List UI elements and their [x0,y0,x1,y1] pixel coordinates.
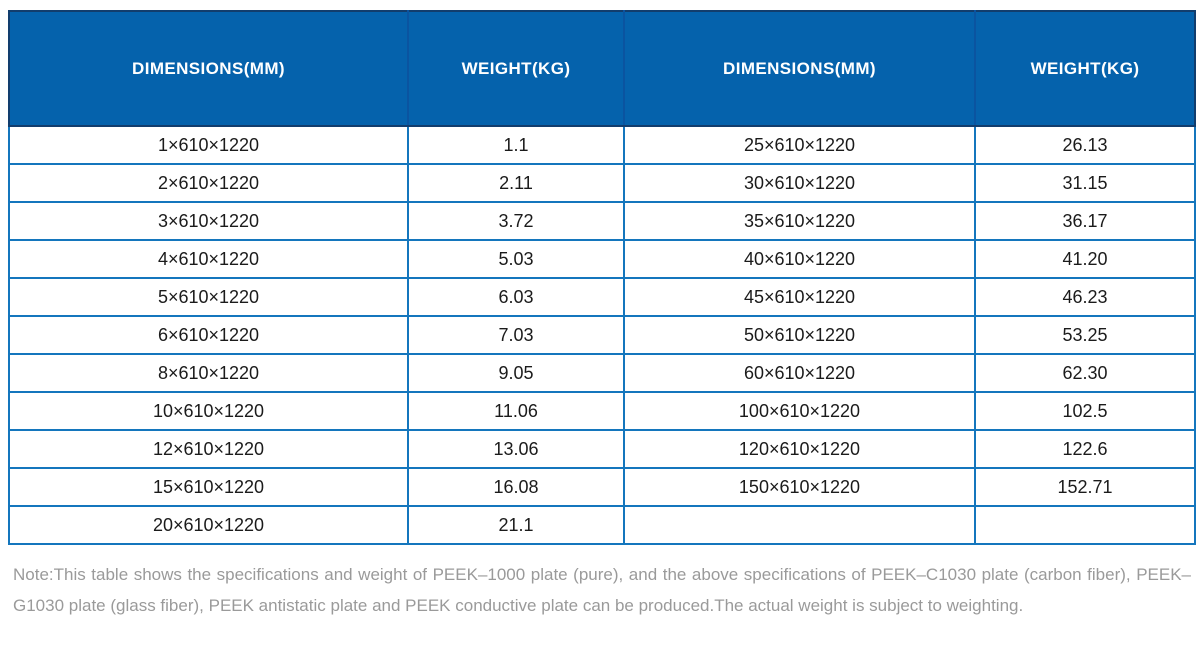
table-row: 20×610×1220 21.1 [8,505,1196,545]
dimension-cell: 2×610×1220 [8,163,409,203]
dimension-cell: 35×610×1220 [623,201,976,241]
weight-cell: 41.20 [974,239,1196,279]
column-header-dimensions-right: DIMENSIONS(MM) [624,10,976,127]
weight-cell: 152.71 [974,467,1196,507]
weight-cell: 7.03 [407,315,625,355]
weight-cell: 1.1 [407,126,625,165]
table-row: 8×610×1220 9.05 60×610×1220 62.30 [8,353,1196,393]
dimension-cell: 150×610×1220 [623,467,976,507]
column-header-weight-right: WEIGHT(KG) [975,10,1196,127]
spec-table-header: DIMENSIONS(MM) WEIGHT(KG) DIMENSIONS(MM)… [8,10,1196,127]
dimension-cell: 12×610×1220 [8,429,409,469]
dimension-cell: 3×610×1220 [8,201,409,241]
weight-cell-empty [974,505,1196,545]
weight-cell: 9.05 [407,353,625,393]
weight-cell: 16.08 [407,467,625,507]
dimension-cell: 20×610×1220 [8,505,409,545]
table-row: 12×610×1220 13.06 120×610×1220 122.6 [8,429,1196,469]
weight-cell: 11.06 [407,391,625,431]
dimension-cell: 1×610×1220 [8,126,409,165]
weight-cell: 5.03 [407,239,625,279]
dimension-cell: 25×610×1220 [623,126,976,165]
weight-cell: 62.30 [974,353,1196,393]
weight-cell: 26.13 [974,126,1196,165]
dimension-cell: 50×610×1220 [623,315,976,355]
spec-table: DIMENSIONS(MM) WEIGHT(KG) DIMENSIONS(MM)… [8,10,1196,545]
dimension-cell: 15×610×1220 [8,467,409,507]
dimension-cell: 10×610×1220 [8,391,409,431]
table-row: 6×610×1220 7.03 50×610×1220 53.25 [8,315,1196,355]
dimension-cell-empty [623,505,976,545]
column-header-dimensions-left: DIMENSIONS(MM) [8,10,409,127]
table-row: 2×610×1220 2.11 30×610×1220 31.15 [8,163,1196,203]
weight-cell: 53.25 [974,315,1196,355]
dimension-cell: 5×610×1220 [8,277,409,317]
weight-cell: 3.72 [407,201,625,241]
table-row: 4×610×1220 5.03 40×610×1220 41.20 [8,239,1196,279]
weight-cell: 21.1 [407,505,625,545]
table-row: 3×610×1220 3.72 35×610×1220 36.17 [8,201,1196,241]
dimension-cell: 100×610×1220 [623,391,976,431]
dimension-cell: 40×610×1220 [623,239,976,279]
weight-cell: 122.6 [974,429,1196,469]
table-row: 1×610×1220 1.1 25×610×1220 26.13 [8,126,1196,165]
weight-cell: 6.03 [407,277,625,317]
footnote: Note:This table shows the specifications… [13,565,1191,615]
weight-cell: 2.11 [407,163,625,203]
dimension-cell: 120×610×1220 [623,429,976,469]
dimension-cell: 60×610×1220 [623,353,976,393]
dimension-cell: 6×610×1220 [8,315,409,355]
dimension-cell: 45×610×1220 [623,277,976,317]
column-header-weight-left: WEIGHT(KG) [408,10,625,127]
dimension-cell: 30×610×1220 [623,163,976,203]
dimension-cell: 8×610×1220 [8,353,409,393]
weight-cell: 102.5 [974,391,1196,431]
weight-cell: 46.23 [974,277,1196,317]
spec-table-body: 1×610×1220 1.1 25×610×1220 26.13 2×610×1… [8,126,1196,545]
weight-cell: 36.17 [974,201,1196,241]
weight-cell: 31.15 [974,163,1196,203]
header-row: DIMENSIONS(MM) WEIGHT(KG) DIMENSIONS(MM)… [8,10,1196,127]
table-row: 10×610×1220 11.06 100×610×1220 102.5 [8,391,1196,431]
table-row: 5×610×1220 6.03 45×610×1220 46.23 [8,277,1196,317]
weight-cell: 13.06 [407,429,625,469]
table-row: 15×610×1220 16.08 150×610×1220 152.71 [8,467,1196,507]
dimension-cell: 4×610×1220 [8,239,409,279]
